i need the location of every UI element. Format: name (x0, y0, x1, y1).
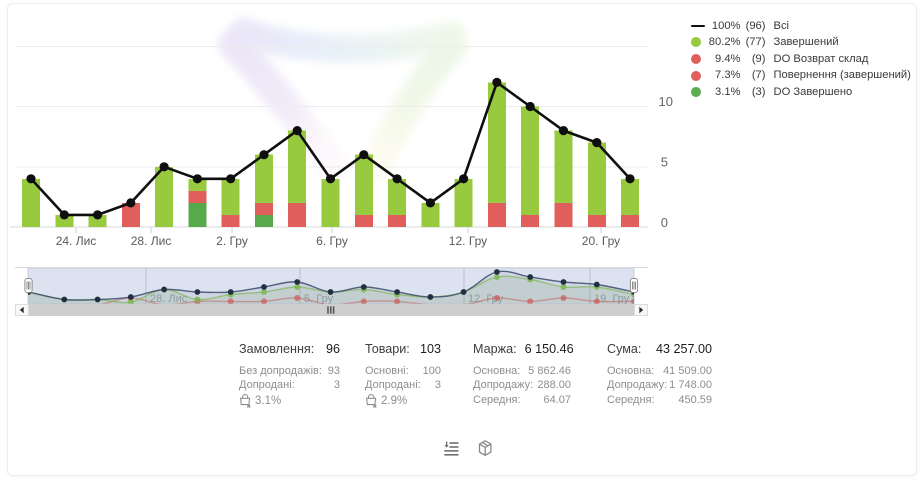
svg-text:28. Лис: 28. Лис (131, 234, 172, 248)
svg-text:5: 5 (661, 155, 668, 170)
svg-text:2. Гру: 2. Гру (216, 234, 248, 248)
svg-text:0: 0 (661, 215, 668, 230)
svg-text:10: 10 (659, 94, 673, 109)
svg-text:20. Гру: 20. Гру (582, 234, 620, 248)
svg-text:5. Гру: 5. Гру (304, 293, 334, 305)
svg-text:6. Гру: 6. Гру (316, 234, 348, 248)
svg-text:28. Лис: 28. Лис (150, 293, 188, 305)
svg-text:12. Гру: 12. Гру (449, 234, 487, 248)
svg-text:24. Лис: 24. Лис (56, 234, 97, 248)
